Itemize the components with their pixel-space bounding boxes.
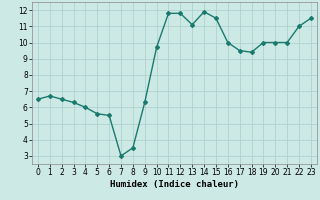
- X-axis label: Humidex (Indice chaleur): Humidex (Indice chaleur): [110, 180, 239, 189]
